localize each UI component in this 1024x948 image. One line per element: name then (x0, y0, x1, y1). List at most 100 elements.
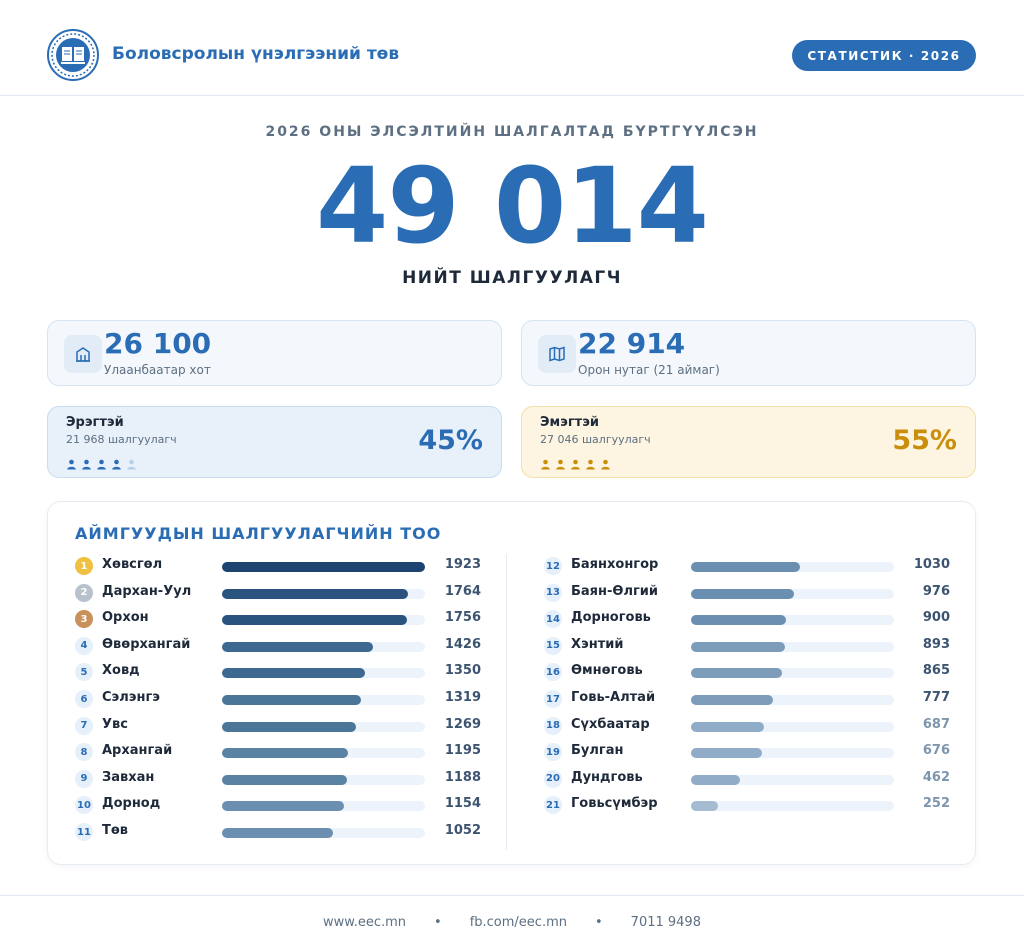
province-name: Сүхбаатар (571, 716, 650, 732)
male-title: Эрэгтэй (66, 415, 124, 430)
province-row: 4 Өвөрхангай 1426 (75, 636, 485, 656)
ulaanbaatar-count: 26 100 (104, 327, 212, 360)
province-row: 7 Увс 1269 (75, 716, 485, 736)
province-name: Сэлэнгэ (102, 690, 160, 705)
province-count: 687 (922, 716, 950, 732)
female-card: Эмэгтэй 27 046 шалгуулагч 55% (521, 406, 976, 478)
province-row: 3 Орхон 1756 (75, 609, 485, 629)
province-count: 1030 (913, 557, 950, 572)
province-count: 777 (922, 690, 950, 705)
province-count: 1188 (444, 769, 481, 785)
bar-fill (691, 588, 795, 599)
bar-track (222, 748, 425, 759)
province-name: Өмнөговь (571, 663, 643, 679)
province-count: 676 (922, 743, 950, 759)
province-count: 976 (922, 583, 950, 599)
ulaanbaatar-card: 26 100 Улаанбаатар хот (47, 320, 502, 386)
website-link[interactable]: www.eec.mn (323, 914, 407, 930)
bar-fill (222, 562, 425, 572)
person-icon (66, 455, 77, 474)
province-name: Хэнтий (571, 636, 624, 652)
eec-logo[interactable] (47, 29, 99, 81)
province-name: Төв (102, 823, 129, 838)
province-count: 252 (922, 796, 950, 812)
province-row: 1 Хөвсгөл 1923 (75, 556, 485, 576)
bar-fill (691, 721, 764, 732)
province-row: 17 Говь-Алтай 777 (544, 689, 954, 709)
province-name: Дундговь (571, 769, 643, 785)
bar-fill (691, 801, 718, 812)
province-count: 893 (922, 636, 950, 652)
bar-fill (222, 748, 349, 759)
province-count: 1426 (444, 636, 481, 652)
bar-fill (222, 695, 362, 705)
person-icon (585, 455, 596, 474)
footer-separator: • (434, 914, 442, 930)
province-row: 19 Булган 676 (544, 742, 954, 762)
bar-fill (222, 615, 408, 626)
province-name: Дорнод (102, 796, 161, 812)
province-row: 11 Төв 1052 (75, 822, 485, 842)
province-count: 1154 (444, 796, 481, 812)
female-title: Эмэгтэй (540, 415, 600, 430)
male-percent: 45% (418, 425, 483, 456)
province-ranking-panel: АЙМГУУДЫН ШАЛГУУЛАГЧИЙН ТОО 1 Хөвсгөл 1923… (47, 501, 976, 865)
page-header: Боловсролын үнэлгээний төв СТАТИСТИК · 2… (0, 0, 1024, 96)
rank-badge: 16 (544, 663, 562, 682)
bar-track (691, 695, 894, 705)
bar-track (691, 774, 894, 785)
countryside-card: 22 914 Орон нутаг (21 аймаг) (521, 320, 976, 386)
province-row: 14 Дорноговь 900 (544, 609, 954, 629)
phone-number[interactable]: 7011 9498 (630, 914, 701, 930)
bar-track (222, 588, 425, 599)
rank-badge: 7 (75, 716, 93, 735)
province-row: 5 Ховд 1350 (75, 662, 485, 682)
male-card: Эрэгтэй 21 968 шалгуулагч 45% (47, 406, 502, 478)
facebook-link[interactable]: fb.com/eec.mn (469, 914, 567, 930)
province-count: 1756 (444, 610, 481, 626)
rank-badge: 12 (544, 557, 562, 575)
bar-track (691, 668, 894, 679)
footer-separator: • (595, 914, 603, 930)
province-row: 8 Архангай 1195 (75, 742, 485, 762)
province-count: 1195 (444, 743, 481, 759)
province-row: 21 Говьсүмбэр 252 (544, 795, 954, 815)
province-name: Говьсүмбэр (571, 796, 658, 812)
bar-fill (222, 828, 334, 838)
bar-fill (222, 668, 365, 679)
bar-track (691, 562, 894, 572)
person-icon (111, 455, 122, 474)
total-candidates-label: НИЙТ ШАЛГУУЛАГЧ (402, 268, 622, 288)
province-row: 12 Баянхонгор 1030 (544, 556, 954, 576)
rank-badge: 18 (544, 716, 562, 735)
rank-badge: 5 (75, 663, 93, 682)
province-row: 10 Дорнод 1154 (75, 795, 485, 815)
rank-badge: 1 (75, 557, 93, 575)
total-candidates-number: 49 014 (315, 145, 709, 267)
male-count: 21 968 шалгуулагч (66, 433, 177, 446)
province-name: Ховд (102, 663, 140, 679)
province-name: Дархан-Уул (102, 583, 192, 599)
male-person-icons (66, 455, 137, 474)
map-icon (538, 335, 576, 373)
bar-track (222, 774, 425, 785)
rank-badge: 3 (75, 610, 93, 629)
province-count: 865 (922, 663, 950, 679)
bar-track (222, 801, 425, 812)
column-divider (506, 554, 507, 850)
female-count: 27 046 шалгуулагч (540, 433, 651, 446)
person-icon (570, 455, 581, 474)
province-name: Дорноговь (571, 610, 651, 626)
province-name: Баянхонгор (571, 557, 659, 572)
ranking-title: АЙМГУУДЫН ШАЛГУУЛАГЧИЙН ТОО (75, 524, 442, 543)
rank-badge: 21 (544, 796, 562, 815)
rank-badge: 13 (544, 583, 562, 602)
bar-fill (222, 641, 373, 652)
bar-track (691, 721, 894, 732)
province-count: 1764 (444, 583, 481, 599)
rank-badge: 4 (75, 636, 93, 655)
bar-track (222, 668, 425, 679)
ulaanbaatar-label: Улаанбаатар хот (104, 363, 211, 377)
rank-badge: 6 (75, 690, 93, 708)
province-name: Хөвсгөл (102, 557, 163, 572)
